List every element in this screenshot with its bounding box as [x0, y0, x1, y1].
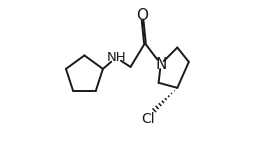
- Text: O: O: [136, 8, 148, 23]
- Text: Cl: Cl: [141, 112, 155, 126]
- Text: NH: NH: [106, 51, 126, 64]
- Text: N: N: [155, 57, 166, 72]
